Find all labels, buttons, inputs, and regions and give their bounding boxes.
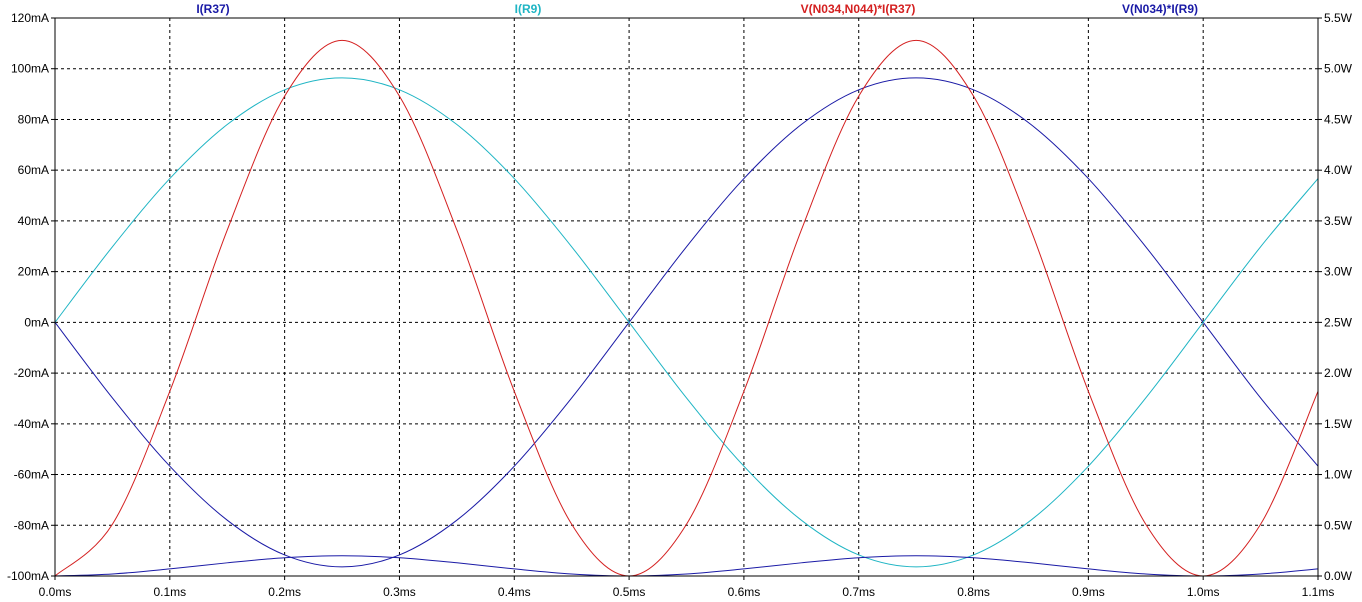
series-lines [54,39,1319,577]
y-left-tick-label: -60mA [14,468,49,482]
y-right-tick-label: 0.5W [1324,518,1353,532]
x-tick-label: 0.1ms [153,585,186,599]
y-left-tick-label: 100mA [11,62,49,76]
x-tick-label: 0.9ms [1072,585,1105,599]
y-left-tick-label: -20mA [14,366,49,380]
x-tick-label: 1.0ms [1187,585,1220,599]
series-line-power-r37 [54,39,1319,577]
y-right-tick-label: 4.5W [1324,112,1353,126]
y-left-tick-label: 20mA [18,265,49,279]
x-tick-label: 0.7ms [842,585,875,599]
y-right-tick-label: 4.0W [1324,163,1353,177]
x-tick-label: 0.8ms [957,585,990,599]
y-right-tick-label: 3.0W [1324,265,1353,279]
series-line-i-r9 [54,77,1319,568]
y-right-tick-label: 0.0W [1324,569,1353,583]
legend: I(R37) I(R9) V(N034,N044)*I(R37) V(N034)*I(… [196,2,1198,16]
grid [55,18,1318,576]
y-right-tick-label: 3.5W [1324,214,1353,228]
x-tick-label: 0.2ms [268,585,301,599]
y-right-tick-label: 5.5W [1324,11,1353,25]
y-left-tick-label: 40mA [18,214,49,228]
y-left-tick-label: -100mA [7,569,49,583]
legend-i-r9: I(R9) [515,2,542,16]
y-left-tick-label: 60mA [18,163,49,177]
y-left-tick-label: -80mA [14,518,49,532]
x-tick-label: 1.1ms [1302,585,1335,599]
y-right-tick-label: 1.0W [1324,468,1353,482]
y-left-tick-label: -40mA [14,417,49,431]
legend-i-r37: I(R37) [196,2,229,16]
y-left-tick-label: 0mA [24,315,49,329]
y-left-tick-label: 80mA [18,112,49,126]
x-tick-label: 0.6ms [728,585,761,599]
y-right-tick-label: 2.5W [1324,315,1353,329]
legend-power-r9: V(N034)*I(R9) [1122,2,1198,16]
y-right-tick-label: 2.0W [1324,366,1353,380]
x-tick-label: 0.3ms [383,585,416,599]
x-tick-label: 0.0ms [39,585,72,599]
legend-power-r37: V(N034,N044)*I(R37) [801,2,916,16]
series-line-i-r37 [54,77,1319,568]
x-tick-label: 0.5ms [613,585,646,599]
x-tick-label: 0.4ms [498,585,531,599]
y-right-tick-label: 5.0W [1324,62,1353,76]
y-right-tick-label: 1.5W [1324,417,1353,431]
y-left-tick-label: 120mA [11,11,49,25]
plot-frame [54,17,1319,577]
series-line-power-r9 [54,555,1319,577]
axes: 0.0ms 0.1ms 0.2ms 0.3ms 0.4ms 0.5ms 0.6ms 0.7ms… [7,11,1353,599]
